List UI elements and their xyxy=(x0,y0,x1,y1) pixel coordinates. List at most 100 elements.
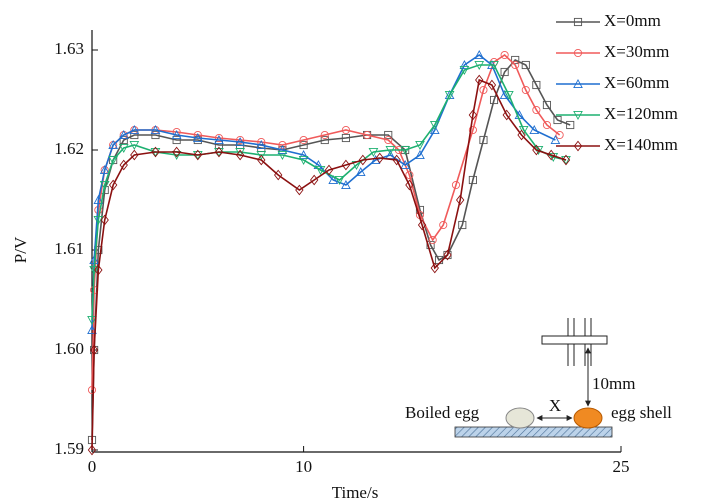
marker xyxy=(429,124,440,135)
x-tick-label: 10 xyxy=(295,457,312,476)
marker xyxy=(298,149,309,160)
line xyxy=(91,59,571,441)
marker xyxy=(99,180,110,191)
marker xyxy=(87,444,97,456)
marker xyxy=(93,194,104,205)
marker xyxy=(295,184,304,196)
legend-label: X=140mm xyxy=(604,135,678,154)
marker xyxy=(474,49,485,60)
marker xyxy=(458,220,467,230)
y-tick-label: 1.62 xyxy=(54,139,84,158)
marker xyxy=(500,67,509,77)
marker xyxy=(443,249,452,261)
marker xyxy=(235,149,245,161)
marker xyxy=(504,90,514,101)
marker xyxy=(532,144,541,156)
marker xyxy=(171,129,182,140)
marker xyxy=(428,235,437,245)
marker xyxy=(151,130,160,140)
marker xyxy=(489,95,499,105)
marker xyxy=(277,144,288,155)
marker xyxy=(89,265,99,276)
marker xyxy=(355,166,366,177)
legend-label: X=0mm xyxy=(604,11,661,30)
marker xyxy=(341,133,350,143)
marker xyxy=(328,174,339,185)
marker xyxy=(415,140,425,151)
marker xyxy=(108,155,119,166)
marker xyxy=(400,145,411,156)
marker xyxy=(553,115,562,125)
marker xyxy=(459,65,470,76)
series xyxy=(87,55,575,445)
marker xyxy=(256,150,267,161)
marker xyxy=(500,50,509,60)
plate xyxy=(454,426,613,438)
marker xyxy=(542,100,551,110)
legend-label: X=30mm xyxy=(604,42,669,61)
marker xyxy=(550,134,561,145)
marker xyxy=(193,149,202,161)
marker xyxy=(256,139,267,150)
marker xyxy=(474,60,485,71)
marker xyxy=(451,180,461,190)
marker xyxy=(277,150,288,161)
marker xyxy=(375,152,384,164)
marker xyxy=(555,130,564,140)
marker xyxy=(542,120,551,130)
marker xyxy=(129,140,140,151)
marker xyxy=(487,79,497,91)
marker xyxy=(299,140,308,150)
marker xyxy=(532,80,541,90)
marker xyxy=(426,240,435,250)
marker xyxy=(405,179,414,191)
marker xyxy=(532,105,541,115)
marker xyxy=(468,175,477,185)
marker xyxy=(274,169,283,181)
annotation: 10mm xyxy=(592,374,635,393)
marker xyxy=(235,147,245,158)
y-tick-label: 1.63 xyxy=(54,39,84,58)
line xyxy=(91,78,567,451)
marker xyxy=(384,135,393,145)
x-axis-label: Time/s xyxy=(332,483,379,502)
marker xyxy=(417,219,427,231)
line xyxy=(91,53,561,391)
marker xyxy=(320,135,329,145)
legend-marker xyxy=(573,48,583,58)
boiled-egg xyxy=(505,407,535,429)
marker xyxy=(108,179,118,191)
marker xyxy=(192,132,203,143)
marker xyxy=(521,60,530,70)
marker xyxy=(384,130,393,140)
marker xyxy=(468,125,477,135)
series xyxy=(87,74,571,456)
setup-diagram: Boiled egg X egg shell 10mm xyxy=(405,318,672,438)
annotation: Boiled egg xyxy=(405,403,480,422)
marker xyxy=(459,59,470,70)
marker xyxy=(489,60,499,71)
y-tick-label: 1.60 xyxy=(54,339,84,358)
legend-marker xyxy=(573,78,583,89)
legend-label: X=120mm xyxy=(604,104,678,123)
marker xyxy=(341,179,351,190)
y-tick-label: 1.61 xyxy=(54,239,84,258)
marker xyxy=(151,146,160,158)
probe-bar xyxy=(541,335,608,345)
marker xyxy=(341,159,351,171)
x-tick-label: 25 xyxy=(613,457,630,476)
marker xyxy=(511,55,520,65)
marker xyxy=(324,164,334,176)
marker xyxy=(299,135,308,145)
annotation: X xyxy=(549,396,561,415)
legend-marker xyxy=(573,140,583,152)
marker xyxy=(521,85,530,95)
marker xyxy=(430,262,439,274)
marker xyxy=(257,154,266,166)
marker xyxy=(320,130,329,140)
marker xyxy=(547,149,556,161)
marker xyxy=(130,149,139,161)
series xyxy=(87,60,571,326)
marker xyxy=(130,130,139,140)
